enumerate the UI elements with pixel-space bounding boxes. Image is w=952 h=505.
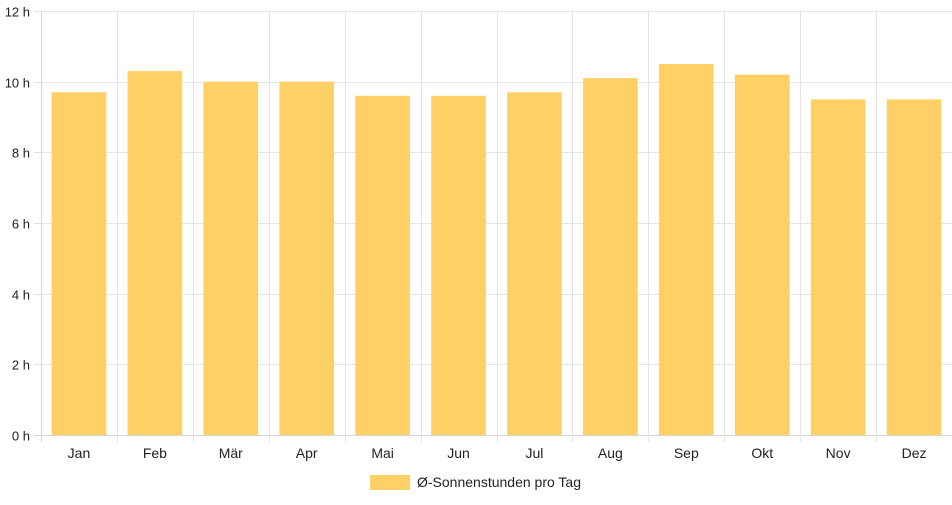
bar-aug[interactable] xyxy=(583,78,638,435)
x-tick-label: Nov xyxy=(826,445,851,461)
x-tick-label: Okt xyxy=(751,445,773,461)
y-tick-label: 12 h xyxy=(5,5,30,20)
bar-apr[interactable] xyxy=(279,81,335,436)
x-tick-label: Aug xyxy=(598,445,623,461)
y-tick-label: 8 h xyxy=(12,146,30,161)
legend[interactable]: Ø-Sonnenstunden pro Tag xyxy=(370,474,581,490)
bar-feb[interactable] xyxy=(127,71,183,436)
bar-dez[interactable] xyxy=(886,99,942,435)
bar-jan[interactable] xyxy=(51,92,107,436)
y-tick-label: 4 h xyxy=(12,288,30,303)
legend-swatch[interactable] xyxy=(370,475,410,490)
x-tick-label: Mai xyxy=(371,445,394,461)
x-tick-label: Feb xyxy=(143,445,167,461)
legend-label[interactable]: Ø-Sonnenstunden pro Tag xyxy=(417,474,581,490)
bar-nov[interactable] xyxy=(810,99,866,435)
x-tick-label: Jun xyxy=(447,445,470,461)
bar-jun[interactable] xyxy=(431,95,486,436)
y-tick-label: 2 h xyxy=(12,358,30,373)
bar-okt[interactable] xyxy=(734,74,790,435)
y-tick-label: 0 h xyxy=(12,429,30,444)
bars xyxy=(51,64,942,436)
x-tick-label: Sep xyxy=(674,445,699,461)
bar-sep[interactable] xyxy=(658,64,714,435)
bar-mai[interactable] xyxy=(355,95,410,436)
x-tick-label: Mär xyxy=(219,445,243,461)
bar-mär[interactable] xyxy=(203,81,259,436)
grid xyxy=(34,11,952,442)
x-tick-label: Apr xyxy=(296,445,318,461)
x-tick-label: Dez xyxy=(902,445,927,461)
x-tick-label: Jul xyxy=(526,445,544,461)
y-tick-label: 10 h xyxy=(5,76,30,91)
y-tick-label: 6 h xyxy=(12,217,30,232)
x-tick-label: Jan xyxy=(68,445,91,461)
axes: 0 h 2 h 4 h 6 h 8 h 10 h 12 h Jan Feb Mär Apr Mai Ju… xyxy=(5,5,927,462)
bar-jul[interactable] xyxy=(507,92,562,436)
